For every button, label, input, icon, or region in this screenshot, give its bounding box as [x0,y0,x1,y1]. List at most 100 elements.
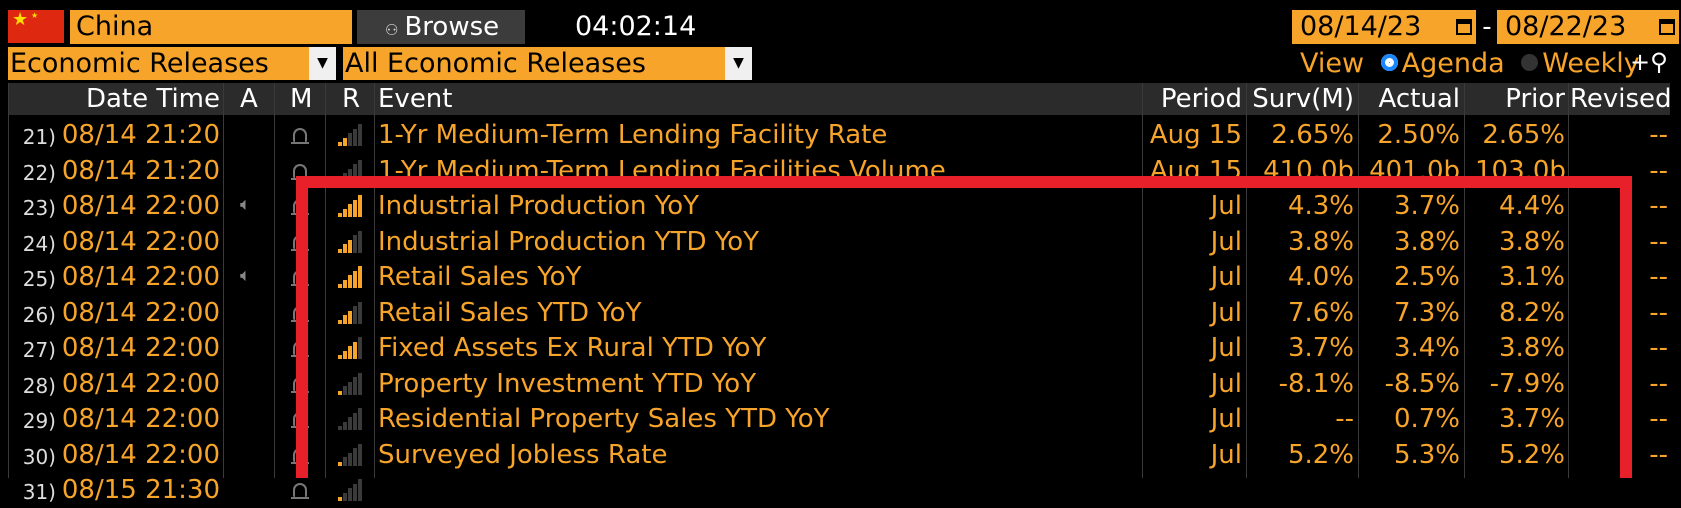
row-number[interactable]: 23) [22,196,56,220]
row-number[interactable]: 28) [22,373,56,398]
row-number[interactable]: 21) [22,125,56,149]
zoom-icon[interactable]: +⚲ [1630,48,1668,76]
browse-button[interactable]: ⚇ Browse [357,10,525,44]
row-datetime[interactable]: 08/14 22:00 [61,191,220,221]
event-name[interactable]: Industrial Production YTD YoY [378,226,760,257]
event-period: Jul [1210,297,1242,328]
browse-icon: ⚇ [385,21,399,39]
row-datetime[interactable]: 08/14 21:20 [61,120,220,150]
relevance-bar [338,142,342,146]
row-number[interactable]: 30) [22,444,56,469]
relevance-bars-icon [338,159,362,182]
row-datetime[interactable]: 08/14 21:20 [61,155,220,186]
survey-value: 4.3% [1287,191,1354,221]
chevron-down-icon[interactable]: ▼ [725,47,752,80]
bell-icon[interactable] [291,234,309,251]
event-name[interactable]: Surveyed Jobless Rate [378,439,668,470]
speaker-icon[interactable]: 🔈︎ [240,265,251,286]
bell-icon[interactable] [291,483,309,499]
event-name[interactable]: Retail Sales YTD YoY [378,297,642,328]
survey-value: 3.8% [1287,226,1354,257]
event-period: Aug 15 [1149,120,1242,150]
event-name[interactable]: Industrial Production YoY [378,191,700,221]
bell-icon[interactable] [291,270,309,286]
end-date-field[interactable]: 08/22/23 [1497,10,1679,44]
relevance-bar [353,164,357,182]
row-number[interactable]: 22) [22,160,56,185]
bell-icon[interactable] [291,412,309,428]
bell-icon[interactable] [291,447,309,464]
col-memo[interactable]: M [290,84,313,114]
col-datetime[interactable]: Date Time [85,84,220,114]
prior-value: -7.9% [1489,368,1565,399]
row-number[interactable]: 26) [22,302,56,327]
agenda-label[interactable]: Agenda [1401,48,1505,79]
relevance-bar [353,306,357,324]
row-number[interactable]: 31) [22,480,56,504]
relevance-bar [338,426,342,430]
event-name[interactable]: Fixed Assets Ex Rural YTD YoY [378,333,767,363]
relevance-bar [358,443,362,466]
row-number[interactable]: 29) [22,409,56,433]
event-name[interactable]: Residential Property Sales YTD YoY [378,404,830,434]
actual-value: 3.4% [1393,333,1460,363]
actual-value: -8.5% [1384,368,1460,399]
relevance-bar [348,275,352,288]
bell-icon[interactable] [291,376,309,393]
calendar-icon[interactable] [1659,19,1675,35]
col-period[interactable]: Period [1160,84,1242,114]
event-name[interactable]: 1-Yr Medium-Term Lending Facility Rate [378,120,888,150]
row-datetime[interactable]: 08/14 22:00 [61,333,220,363]
relevance-bar [353,270,357,288]
row-datetime[interactable]: 08/14 22:00 [61,226,220,257]
relevance-bar [338,177,342,182]
bell-icon[interactable] [291,199,309,215]
col-prior[interactable]: Prior [1505,84,1565,114]
chevron-down-icon[interactable]: ▼ [309,47,336,80]
col-actual[interactable]: Actual [1378,84,1460,114]
category-dropdown[interactable]: Economic Releases ▼ [8,47,336,80]
country-field[interactable]: China [70,10,352,44]
filter-dropdown[interactable]: All Economic Releases ▼ [343,47,752,80]
agenda-radio[interactable] [1380,54,1398,71]
row-number[interactable]: 27) [22,338,56,362]
col-relevance[interactable]: R [342,84,361,114]
col-event[interactable]: Event [378,84,453,114]
bell-icon[interactable] [291,305,309,322]
col-survey[interactable]: Surv(M) [1252,84,1354,114]
actual-value: 7.3% [1393,297,1460,328]
row-datetime[interactable]: 08/14 22:00 [61,404,220,434]
event-name[interactable]: 1-Yr Medium-Term Lending Facilities Volu… [378,155,946,186]
bell-icon[interactable] [291,128,309,144]
country-flag: ★ ★ [8,10,64,43]
bell-icon[interactable] [291,341,309,357]
col-revised[interactable]: Revised [1570,84,1672,114]
speaker-icon[interactable]: 🔈︎ [240,194,251,215]
prior-value: 3.7% [1498,404,1565,434]
relevance-bar [338,497,342,501]
row-number[interactable]: 25) [22,267,56,291]
prior-value: 2.65% [1482,120,1565,150]
relevance-bar [348,239,352,253]
relevance-bar [343,350,347,359]
row-datetime[interactable]: 08/14 22:00 [61,262,220,292]
revised-value: -- [1649,226,1668,257]
row-datetime[interactable]: 08/15 21:30 [61,475,220,505]
prior-value: 103.0b [1475,155,1566,186]
row-datetime[interactable]: 08/14 22:00 [61,297,220,328]
event-name[interactable]: Retail Sales YoY [378,262,582,292]
weekly-label[interactable]: Weekly [1542,48,1640,79]
calendar-icon[interactable] [1456,19,1472,35]
revised-value: -- [1649,120,1668,150]
col-alert[interactable]: A [240,84,258,114]
weekly-radio[interactable] [1521,54,1539,71]
bell-icon[interactable] [291,163,309,180]
row-number[interactable]: 24) [22,231,56,256]
actual-value: 3.8% [1393,226,1460,257]
event-name[interactable]: Property Investment YTD YoY [378,368,757,399]
row-datetime[interactable]: 08/14 22:00 [61,368,220,399]
row-datetime[interactable]: 08/14 22:00 [61,439,220,470]
end-date-value: 08/22/23 [1505,11,1627,42]
start-date-field[interactable]: 08/14/23 [1292,10,1476,44]
relevance-bars-icon [338,443,362,466]
